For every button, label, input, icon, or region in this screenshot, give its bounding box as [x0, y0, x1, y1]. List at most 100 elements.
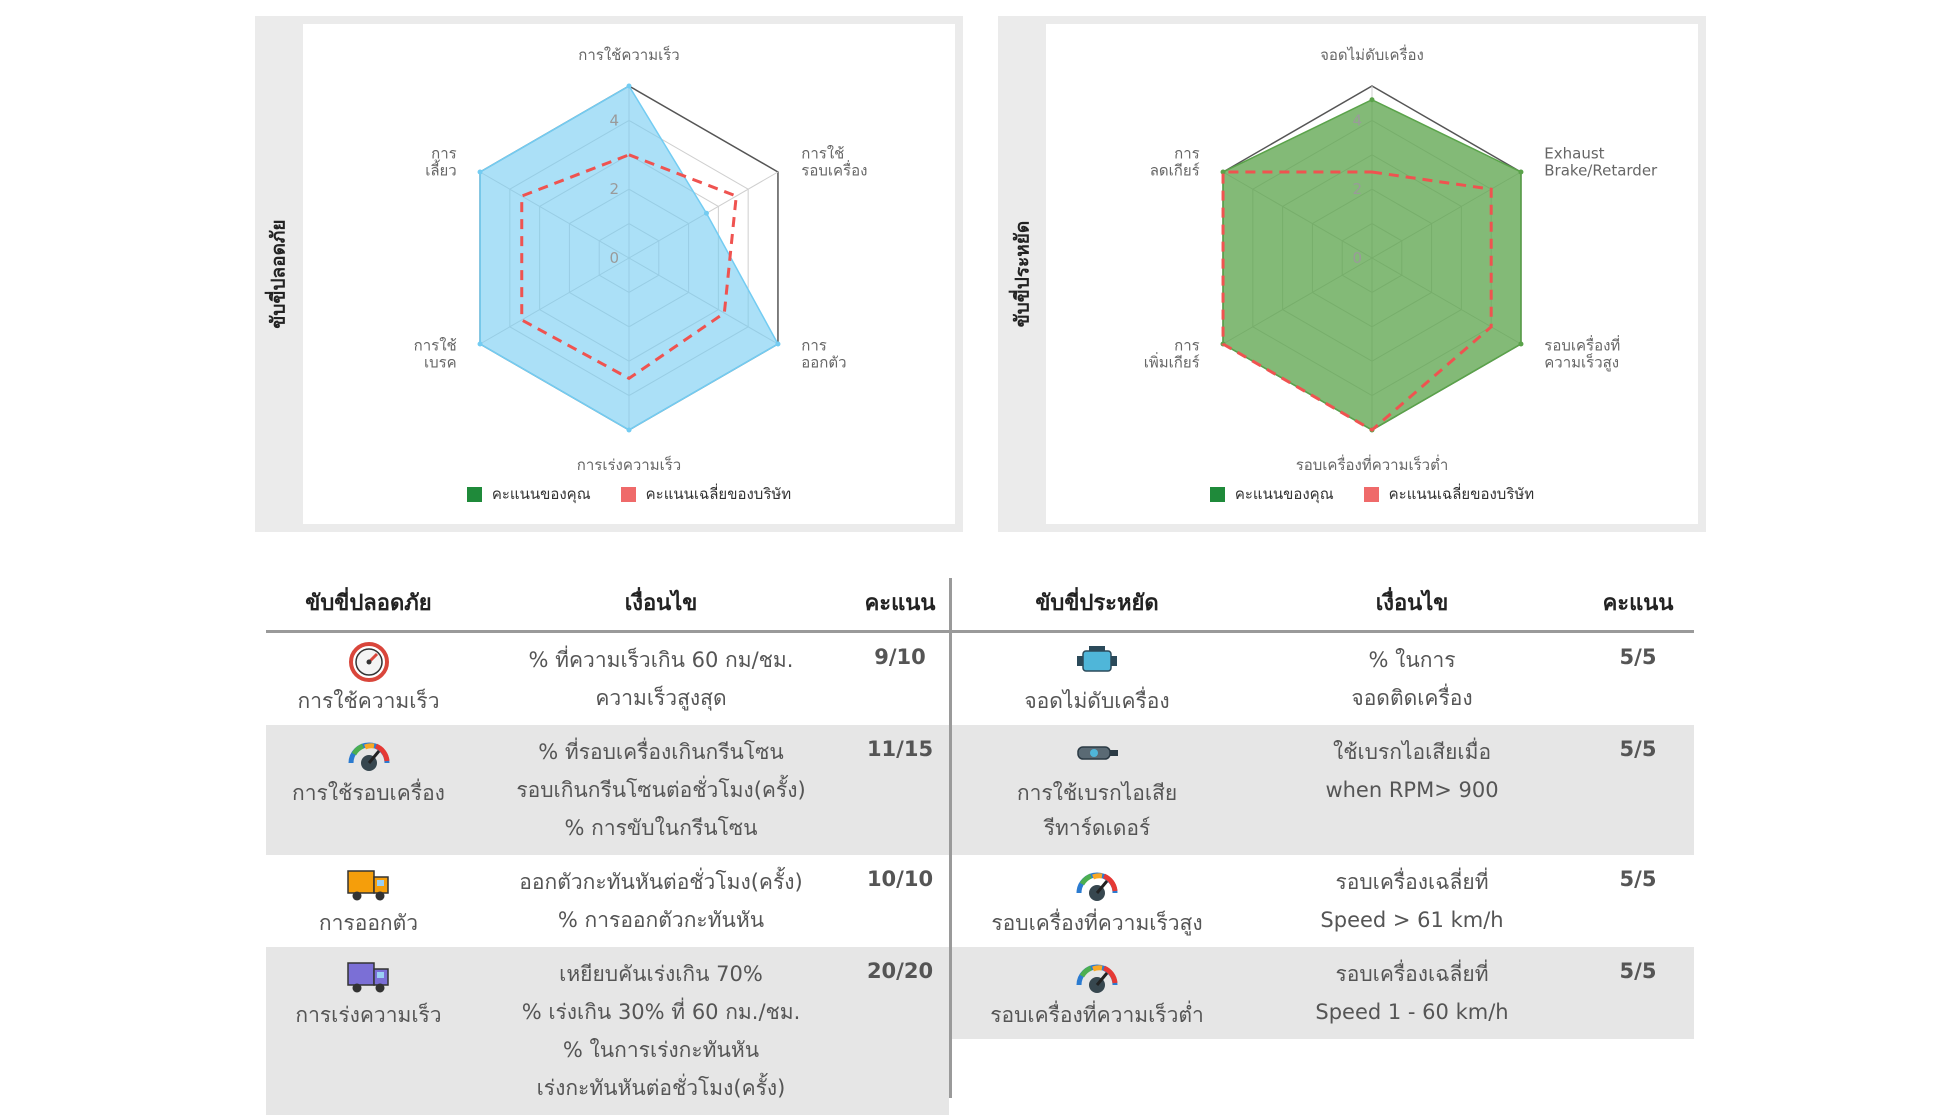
radar-point-yours	[1369, 97, 1375, 103]
header-condition: เงื่อนไข	[624, 590, 698, 616]
condition-line: % ที่ความเร็วเกิน 60 กม/ชม.	[528, 648, 794, 672]
radar-axis-label: การใช้รอบเครื่อง	[801, 145, 867, 180]
legend-item-avg: คะแนนเฉลี่ยของบริษัท	[620, 482, 791, 506]
condition-line: when RPM> 900	[1325, 778, 1499, 802]
category-cell: จอดไม่ดับเครื่อง	[952, 633, 1242, 725]
condition-line: เร่งกะทันหันต่อชั่วโมง(ครั้ง)	[536, 1076, 786, 1100]
eco-table-body: จอดไม่ดับเครื่อง % ในการ จอดติดเครื่อง 5/5 ก…	[952, 633, 1694, 1039]
condition-line: ใช้เบรกไอเสียเมื่อ	[1332, 740, 1492, 764]
safe-table-header: ขับขี่ปลอดภัย เงื่อนไข คะแนน	[266, 574, 949, 633]
radar-axis-label: การใช้เบรค	[414, 337, 457, 372]
condition-line: เหยียบคันเร่งเกิน 70%	[559, 962, 763, 986]
safe-driving-legend: คะแนนของคุณ คะแนนเฉลี่ยของบริษัท	[303, 482, 955, 506]
category-label: การใช้เบรกไอเสีย	[1016, 781, 1178, 805]
score-cell: 11/15	[866, 737, 934, 761]
radar-point-yours	[1518, 341, 1524, 347]
radar-point-yours	[477, 341, 483, 347]
radar-axis-label: การออกตัว	[801, 337, 846, 372]
condition-line: % ในการเร่งกะทันหัน	[562, 1038, 760, 1062]
table-divider	[949, 578, 952, 1098]
category-label: การใช้รอบเครื่อง	[292, 781, 445, 805]
condition-line: Speed > 61 km/h	[1320, 908, 1504, 932]
header-category: ขับขี่ประหยัด	[1035, 590, 1159, 616]
category-cell: การใช้เบรกไอเสียรีทาร์ดเดอร์	[952, 725, 1242, 855]
eco-table-header: ขับขี่ประหยัด เงื่อนไข คะแนน	[952, 574, 1694, 633]
radar-axis-label: รอบเครื่องที่ความเร็วสูง	[1544, 335, 1620, 372]
category-cell: การใช้ความเร็ว	[266, 633, 471, 725]
category-cell: การเร่งความเร็ว	[266, 947, 471, 1115]
category-label: จอดไม่ดับเครื่อง	[1024, 689, 1170, 713]
safe-driving-side-label: ขับขี่ปลอดภัย	[268, 219, 290, 329]
legend-item-yours: คะแนนของคุณ	[1209, 482, 1334, 506]
condition-line: รอบเครื่องเฉลี่ยที่	[1335, 870, 1489, 894]
safe-driving-chart-area: 0 2 4 การใช้ความเร็ว การใช้รอบเครื่อง การออกต…	[303, 24, 955, 524]
condition-cell: % ที่ความเร็วเกิน 60 กม/ชม. ความเร็วสูงสุ…	[471, 633, 851, 725]
table-row: รอบเครื่องที่ความเร็วสูง รอบเครื่องเฉลี่ย…	[952, 855, 1694, 947]
eco-driving-legend: คะแนนของคุณ คะแนนเฉลี่ยของบริษัท	[1046, 482, 1698, 506]
condition-cell: ใช้เบรกไอเสียเมื่อ when RPM> 900	[1242, 725, 1582, 855]
legend-item-avg: คะแนนเฉลี่ยของบริษัท	[1363, 482, 1534, 506]
table-row: การใช้เบรกไอเสีย รีทาร์ดเดอร์ ใช้เบรกไอเสี…	[952, 725, 1694, 855]
radar-point-yours	[626, 83, 632, 89]
category-cell: การใช้รอบเครื่อง	[266, 725, 471, 855]
radar-point-yours	[1220, 169, 1226, 175]
table-row: รอบเครื่องที่ความเร็วต่ำ รอบเครื่องเฉลี่ย…	[952, 947, 1694, 1039]
category-cell: รอบเครื่องที่ความเร็วต่ำ	[952, 947, 1242, 1039]
radar-axis-label: Exhaust Brake/Retarder	[1544, 145, 1658, 180]
condition-line: % การขับในกรีนโซน	[564, 816, 758, 840]
safe-table-body: การใช้ความเร็ว % ที่ความเร็วเกิน 60 กม/ชม…	[266, 633, 949, 1115]
radar-point-yours	[775, 341, 781, 347]
speedometer-icon	[348, 642, 389, 682]
category-label: รีทาร์ดเดอร์	[1043, 816, 1151, 840]
condition-line: % การออกตัวกะทันหัน	[557, 908, 765, 932]
table-row: การใช้ความเร็ว % ที่ความเร็วเกิน 60 กม/ชม…	[266, 633, 949, 725]
radar-series-average	[1221, 170, 1493, 432]
eco-driving-radar-chart: 0 2 4 จอดไม่ดับเครื่อง Exhaust Brake/Retarder…	[1144, 44, 1658, 474]
condition-line: ความเร็วสูงสุด	[595, 686, 727, 710]
condition-line: รอบเกินกรีนโซนต่อชั่วโมง(ครั้ง)	[516, 778, 806, 802]
legend-swatch-avg	[1363, 486, 1379, 502]
score-cell: 5/5	[1619, 867, 1657, 891]
eco-driving-chart-panel: ขับขี่ประหยัด 0 2 4 จอดไม่ดับเครื่อง Exhaust…	[998, 16, 1706, 532]
radar-axis-label: การเพิ่มเกียร์	[1144, 337, 1200, 372]
score-cell: 10/10	[866, 867, 934, 891]
radar-point-yours	[626, 427, 632, 433]
radar-tick-label: 4	[1352, 111, 1362, 129]
rpm-gauge-icon	[1076, 964, 1118, 993]
category-label: การออกตัว	[318, 911, 419, 935]
table-row: การเร่งความเร็ว เหยียบคันเร่งเกิน 70% % เร…	[266, 947, 949, 1115]
radar-series-yours	[1222, 98, 1522, 431]
header-score: คะแนน	[1602, 590, 1674, 616]
safe-driving-radar-chart: 0 2 4 การใช้ความเร็วการใช้รอบเครื่องการออกต…	[414, 45, 868, 474]
condition-line: % ที่รอบเครื่องเกินกรีนโซน	[538, 740, 784, 764]
score-cell: 5/5	[1619, 645, 1657, 669]
condition-cell: รอบเครื่องเฉลี่ยที่ Speed 1 - 60 km/h	[1242, 947, 1582, 1039]
table-row: การออกตัว ออกตัวกะทันหันต่อชั่วโมง(ครั้ง)…	[266, 855, 949, 947]
category-cell: การออกตัว	[266, 855, 471, 947]
radar-tick-label: 2	[609, 180, 619, 198]
radar-axis-label: รอบเครื่องที่ความเร็วต่ำ	[1296, 454, 1449, 474]
legend-swatch-avg	[620, 486, 636, 502]
radar-tick-label: 0	[609, 249, 619, 267]
score-cell: 5/5	[1619, 959, 1657, 983]
legend-swatch-yours	[1209, 486, 1225, 502]
condition-line: % เร่งเกิน 30% ที่ 60 กม./ชม.	[521, 1000, 801, 1024]
radar-tick-label: 0	[1352, 249, 1362, 267]
safe-driving-table: ขับขี่ปลอดภัย เงื่อนไข คะแนน การใช้ความเ…	[266, 574, 949, 1115]
radar-point-yours	[703, 210, 709, 216]
orange-truck-icon	[346, 870, 389, 901]
category-label: การเร่งความเร็ว	[295, 1003, 442, 1027]
legend-item-yours: คะแนนของคุณ	[466, 482, 591, 506]
category-label: รอบเครื่องที่ความเร็วต่ำ	[990, 1003, 1204, 1027]
category-label: การใช้ความเร็ว	[297, 689, 440, 713]
safe-driving-chart-panel: ขับขี่ปลอดภัย 0 2 4 การใช้ความเร็ว การใช้รอบ…	[255, 16, 963, 532]
rpm-gauge-icon	[1076, 872, 1118, 901]
radar-axis-label: การเร่งความเร็ว	[577, 455, 681, 474]
score-cell: 5/5	[1619, 737, 1657, 761]
exhaust-brake-icon	[1077, 746, 1118, 760]
category-label: รอบเครื่องที่ความเร็วสูง	[991, 911, 1203, 935]
score-cell: 20/20	[866, 959, 934, 983]
radar-point-yours	[1518, 169, 1524, 175]
radar-axis-label: การลดเกียร์	[1150, 145, 1200, 180]
purple-truck-icon	[346, 962, 389, 993]
